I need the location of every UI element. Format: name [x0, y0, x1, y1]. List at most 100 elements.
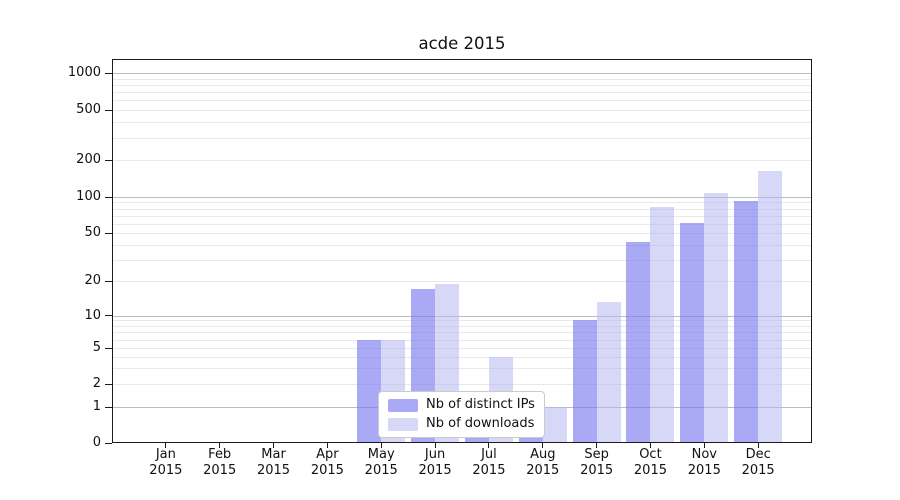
- plot-area: [112, 59, 812, 443]
- x-axis-tick: [326, 443, 328, 448]
- x-tick-label-line: Jul: [481, 447, 497, 462]
- legend-label-downloads: Nb of downloads: [426, 416, 535, 431]
- bar-distinct-ips-may: [357, 339, 382, 443]
- gridline-minor: [112, 110, 812, 111]
- x-tick-label-line: Jun: [424, 447, 446, 462]
- x-tick-label-line: Feb: [208, 447, 232, 462]
- x-tick-label-line: 2015: [526, 462, 560, 478]
- gridline-minor: [112, 100, 812, 102]
- x-tick-label: Feb 2015: [185, 447, 255, 478]
- x-tick-label-line: 2015: [580, 462, 614, 478]
- y-tick-label: 100: [76, 189, 101, 204]
- gridline-minor: [112, 357, 812, 359]
- gridline-minor: [112, 326, 812, 328]
- x-tick-label: Nov 2015: [669, 447, 739, 478]
- gridline-minor: [112, 122, 812, 124]
- x-tick-label: Sep 2015: [562, 447, 632, 478]
- x-axis-tick: [757, 443, 759, 448]
- bar-downloads-nov: [704, 192, 729, 443]
- y-tick-label: 50: [84, 225, 101, 240]
- gridline-minor: [112, 160, 812, 162]
- x-axis-tick: [434, 443, 436, 448]
- x-tick-label-line: 2015: [633, 462, 667, 478]
- bar-distinct-ips-nov: [680, 222, 705, 443]
- bar-distinct-ips-oct: [626, 242, 651, 443]
- x-tick-label-line: 2015: [687, 462, 721, 478]
- legend: Nb of distinct IPs Nb of downloads: [378, 391, 545, 438]
- chart-title: acde 2015: [418, 34, 506, 53]
- gridline-minor: [112, 92, 812, 94]
- gridline-minor: [112, 84, 812, 86]
- x-axis-tick: [596, 443, 598, 448]
- y-axis-tick: [105, 109, 112, 111]
- gridline-major: [112, 197, 812, 198]
- y-axis-tick: [105, 72, 112, 74]
- y-tick-label: 1000: [67, 65, 101, 80]
- gridline-major: [112, 73, 812, 74]
- gridline-minor: [112, 332, 812, 334]
- x-tick-label-line: Apr: [316, 447, 339, 462]
- gridline-minor: [112, 384, 812, 386]
- x-tick-label-line: Jan: [155, 447, 176, 462]
- x-tick-label: Apr 2015: [292, 447, 362, 478]
- gridline-minor: [112, 202, 812, 204]
- x-tick-label: May 2015: [346, 447, 416, 478]
- x-tick-label-line: May: [367, 447, 395, 462]
- y-tick-label: 1: [92, 399, 101, 415]
- y-axis-tick: [105, 383, 112, 385]
- legend-swatch-downloads: [388, 417, 418, 431]
- x-axis-tick: [542, 443, 544, 448]
- legend-item-downloads: Nb of downloads: [388, 417, 535, 431]
- x-tick-label-line: 2015: [149, 462, 183, 478]
- x-tick-label-line: 2015: [364, 462, 398, 478]
- y-axis-tick: [105, 406, 112, 408]
- gridline-minor: [112, 281, 812, 282]
- gridline-minor: [112, 320, 812, 322]
- bar-downloads-sep: [596, 302, 621, 443]
- gridline-minor: [112, 339, 812, 341]
- y-axis-tick: [105, 347, 112, 349]
- y-tick-label: 5: [92, 340, 101, 356]
- x-axis-tick: [380, 443, 382, 448]
- gridline-minor: [112, 368, 812, 370]
- bar-distinct-ips-dec: [734, 200, 759, 443]
- bar-distinct-ips-sep: [572, 320, 597, 443]
- x-tick-label-line: Dec: [745, 447, 771, 462]
- gridline-minor: [112, 208, 812, 210]
- y-tick-label: 10: [84, 307, 101, 323]
- y-tick-label: 0: [92, 435, 101, 450]
- x-axis-tick: [703, 443, 705, 448]
- legend-item-distinct-ips: Nb of distinct IPs: [388, 398, 535, 412]
- y-axis-tick: [105, 280, 112, 282]
- gridline-minor: [112, 244, 812, 246]
- gridline-minor: [112, 215, 812, 217]
- x-tick-label-line: Nov: [691, 447, 717, 462]
- x-tick-label-line: Sep: [584, 447, 609, 462]
- x-tick-label-line: 2015: [256, 462, 291, 478]
- x-tick-label: Jul 2015: [454, 447, 524, 478]
- x-tick-label-line: Mar: [261, 447, 286, 462]
- y-tick-label: 2: [92, 376, 101, 392]
- y-axis-tick: [105, 196, 112, 198]
- bar-downloads-oct: [650, 207, 675, 443]
- gridline-minor: [112, 78, 812, 80]
- gridline-major: [112, 315, 812, 317]
- x-tick-label-line: Aug: [530, 447, 556, 462]
- x-axis-tick: [219, 443, 221, 448]
- x-axis-tick: [488, 443, 490, 448]
- gridline-minor: [112, 259, 812, 261]
- x-tick-label: Jan 2015: [131, 447, 201, 478]
- x-tick-label-line: 2015: [418, 462, 452, 478]
- x-tick-label: Oct 2015: [615, 447, 685, 478]
- y-axis-tick: [105, 159, 112, 161]
- x-tick-label-line: 2015: [472, 462, 506, 478]
- y-axis-tick: [105, 315, 112, 316]
- x-tick-label: Mar 2015: [239, 447, 309, 478]
- bar-downloads-aug: [542, 407, 567, 443]
- y-axis-tick: [105, 232, 112, 234]
- y-axis-tick: [105, 442, 112, 444]
- legend-swatch-distinct-ips: [388, 398, 418, 412]
- gridline-minor: [112, 138, 812, 140]
- x-tick-label-line: 2015: [741, 462, 775, 478]
